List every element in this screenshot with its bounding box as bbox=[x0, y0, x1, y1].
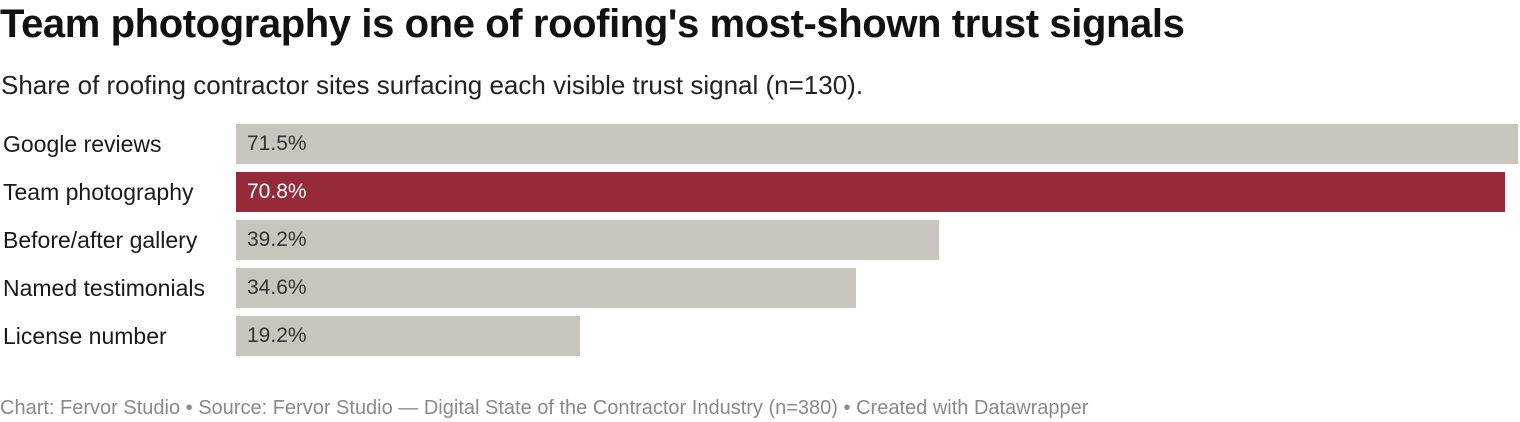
bar-value-label: 34.6% bbox=[247, 276, 307, 299]
bar-row: Team photography 70.8% bbox=[0, 172, 1520, 212]
chart-source: Source: Fervor Studio — Digital State of… bbox=[198, 397, 838, 419]
bar-row: Before/after gallery 39.2% bbox=[0, 220, 1520, 260]
bar-row: Named testimonials 34.6% bbox=[0, 268, 1520, 308]
chart-title: Team photography is one of roofing's mos… bbox=[0, 2, 1185, 46]
bar-category-label: Named testimonials bbox=[3, 275, 205, 301]
chart-subtitle: Share of roofing contractor sites surfac… bbox=[1, 70, 864, 100]
footer-separator: • bbox=[185, 397, 193, 419]
chart-credit: Chart: Fervor Studio bbox=[0, 397, 181, 419]
bar bbox=[236, 124, 1518, 164]
bar bbox=[236, 220, 939, 260]
footer-separator: • bbox=[843, 397, 851, 419]
bar-category-label: Before/after gallery bbox=[3, 227, 198, 253]
bar-value-label: 71.5% bbox=[247, 132, 307, 155]
chart-footer: Chart: Fervor Studio • Source: Fervor St… bbox=[0, 397, 1088, 420]
bar-chart: Google reviews 71.5% Team photography 70.8%… bbox=[0, 124, 1520, 356]
bar-row: License number 19.2% bbox=[0, 316, 1520, 356]
bar bbox=[236, 268, 856, 308]
bar-value-label: 19.2% bbox=[247, 324, 307, 347]
bar bbox=[236, 316, 580, 356]
created-with-credit: Created with Datawrapper bbox=[856, 397, 1089, 419]
bar-value-label: 70.8% bbox=[247, 180, 307, 203]
bar-category-label: Google reviews bbox=[3, 131, 162, 157]
bar-value-label: 39.2% bbox=[247, 228, 307, 251]
bar-row: Google reviews 71.5% bbox=[0, 124, 1520, 164]
bar-category-label: Team photography bbox=[3, 179, 194, 205]
bar-category-label: License number bbox=[3, 323, 167, 349]
highlighted-bar bbox=[236, 172, 1505, 212]
